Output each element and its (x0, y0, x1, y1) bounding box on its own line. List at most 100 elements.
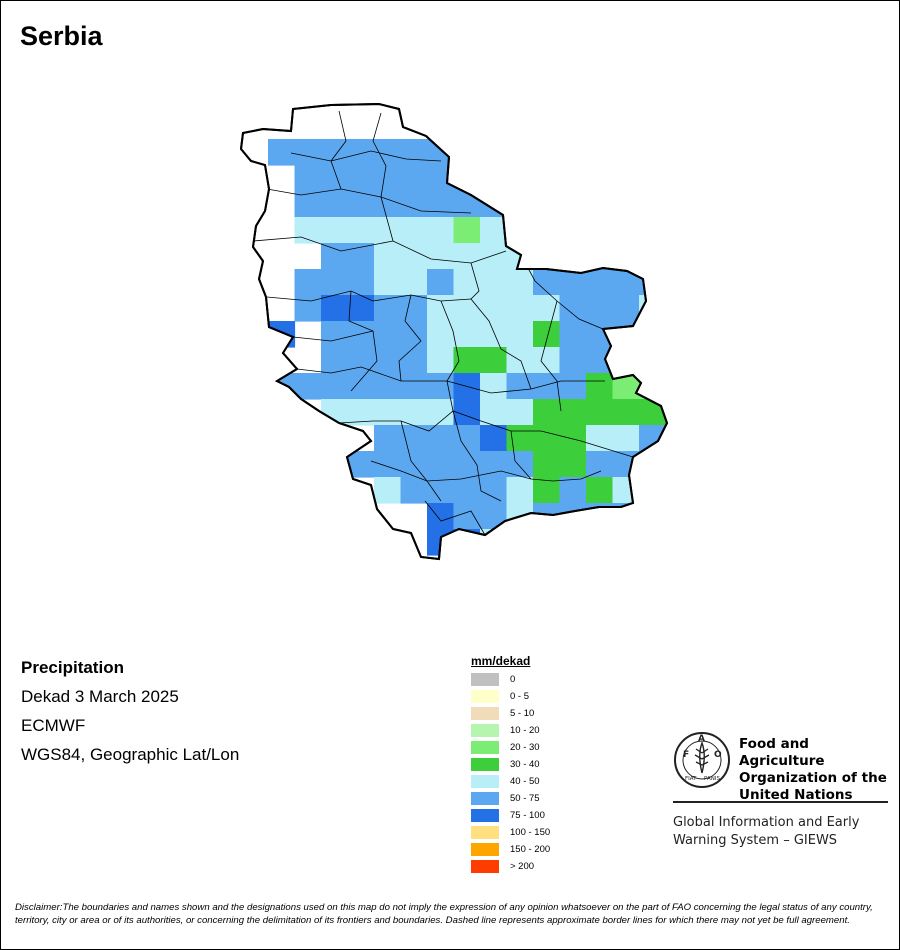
projection-label: WGS84, Geographic Lat/Lon (21, 745, 240, 764)
grid-cell (400, 243, 428, 270)
grid-cell (719, 451, 746, 478)
grid-cell (665, 373, 667, 400)
grid-cell (533, 347, 561, 374)
grid-cell (559, 321, 587, 348)
svg-text:F: F (683, 750, 689, 760)
legend-rows: 0 0 - 5 5 - 10 10 - 20 20 - 30 30 - 40 40 - 50… (471, 671, 550, 875)
grid-cell (294, 165, 322, 192)
grid-cell (321, 139, 349, 166)
grid-cell (321, 399, 349, 426)
legend-item: 30 - 40 (471, 756, 550, 773)
legend-swatch (471, 741, 499, 754)
svg-text:O: O (714, 750, 722, 760)
grid-cell (533, 425, 561, 452)
legend-swatch (471, 673, 499, 686)
grid-cell (639, 503, 667, 530)
giews-line: Global Information and Early (673, 815, 860, 830)
grid-cell (427, 477, 455, 504)
grid-cell (374, 373, 402, 400)
fao-name-line: United Nations (739, 787, 853, 803)
precipitation-grid (268, 113, 772, 556)
grid-cell (506, 399, 534, 426)
legend-label: 20 - 30 (510, 742, 540, 753)
grid-cell (533, 477, 561, 504)
grid-cell (639, 321, 667, 348)
grid-cell (427, 165, 455, 192)
legend-swatch (471, 775, 499, 788)
grid-cell (294, 373, 322, 400)
grid-cell (400, 373, 428, 400)
grid-cell (453, 399, 481, 426)
district-line (292, 330, 374, 342)
grid-cell (480, 451, 508, 478)
grid-cell (400, 399, 428, 426)
grid-cell (480, 243, 508, 270)
grid-cell (347, 373, 375, 400)
grid-cell (480, 321, 508, 348)
grid-cell (612, 243, 640, 270)
grid-cell (400, 217, 428, 244)
legend-swatch (471, 843, 499, 856)
grid-cell (374, 399, 402, 426)
grid-cell (692, 321, 719, 348)
grid-cell (586, 243, 614, 270)
grid-cell (347, 165, 375, 192)
grid-cell (533, 373, 561, 400)
grid-cell (268, 139, 296, 166)
grid-cell (692, 295, 719, 322)
grid-cell (533, 113, 561, 140)
grid-cell (533, 191, 561, 218)
legend-swatch (471, 707, 499, 720)
grid-cell (453, 113, 481, 140)
legend-swatch (471, 809, 499, 822)
grid-cell (506, 269, 534, 296)
district-line (470, 262, 532, 390)
grid-cell (612, 347, 640, 374)
grid-cell (480, 165, 508, 192)
district-line (338, 410, 634, 458)
grid-cell (639, 347, 667, 374)
grid-cell (586, 399, 614, 426)
district-line (398, 294, 422, 382)
grid-cell (427, 217, 455, 244)
grid-cell (321, 269, 349, 296)
grid-cell (533, 451, 561, 478)
grid-cell (745, 399, 772, 426)
fao-name-line: Food and Agriculture (739, 736, 825, 769)
legend-item: 0 (471, 671, 550, 688)
legend-item: 100 - 150 (471, 824, 550, 841)
legend-label: 40 - 50 (510, 776, 540, 787)
grid-cell (321, 321, 349, 348)
grid-cell (586, 295, 614, 322)
grid-cell (719, 269, 746, 296)
grid-cell (374, 425, 402, 452)
grid-cell (506, 529, 534, 556)
fao-name-line: Organization of the (739, 770, 887, 786)
map-info: Precipitation Dekad 3 March 2025 ECMWF W… (21, 657, 239, 773)
grid-cell (294, 269, 322, 296)
legend-swatch (471, 690, 499, 703)
grid-cell (559, 399, 587, 426)
grid-cell (559, 425, 587, 452)
grid-cell (612, 399, 640, 426)
legend-label: 50 - 75 (510, 793, 540, 804)
grid-cell (665, 503, 667, 530)
grid-cell (506, 321, 534, 348)
grid-cell (347, 191, 375, 218)
grid-cell (533, 321, 561, 348)
grid-cell (533, 243, 561, 270)
grid-cell (374, 165, 402, 192)
grid-cell (400, 191, 428, 218)
grid-cell (400, 347, 428, 374)
grid-cell (612, 269, 640, 296)
district-line (330, 110, 347, 190)
disclaimer: Disclaimer:The boundaries and names show… (15, 901, 887, 927)
svg-text:FIAT: FIAT (685, 776, 697, 782)
grid-cell (665, 477, 667, 504)
grid-cell (533, 217, 561, 244)
grid-cell (665, 425, 667, 452)
district-line (424, 500, 486, 536)
grid-cell (559, 295, 587, 322)
district-line (400, 420, 442, 502)
